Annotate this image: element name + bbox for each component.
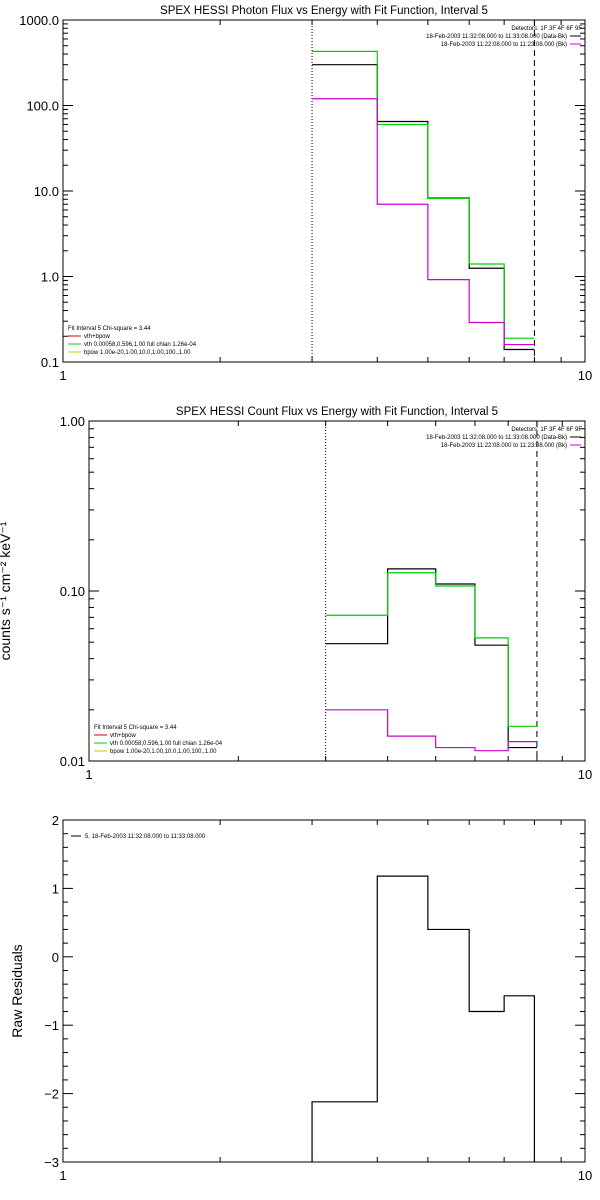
y-tick-label: −1 <box>44 1018 59 1033</box>
y-tick-label: 0.10 <box>60 584 85 599</box>
legend-entry: 5. 18-Feb-2003 11:32:08.000 to 11:33:08.… <box>85 834 206 840</box>
chart-panel-3: Raw Residuals 1 10 −3 −2 −1 0 1 2 5. 18-Feb-2003 … <box>9 813 592 1183</box>
chart-title: SPEX HESSI Count Flux vs Energy with Fit… <box>176 406 498 418</box>
series-line-1 <box>311 875 536 1162</box>
y-tick-label: 100.0 <box>26 99 59 114</box>
legend-entry: bpow 1.00e-20,1.00,10.0,1.00,100.,1.00 <box>110 749 217 755</box>
legend-entry: 18-Feb-2003 11:22:08.000 to 11:23:08.000… <box>441 443 567 449</box>
y-tick-label: 1 <box>52 881 59 896</box>
legend-entry: vth 0.00058,0.596,1.00 full chian 1.26e-… <box>110 741 223 747</box>
series-line-3 <box>312 98 535 346</box>
x-tick-label: 10 <box>578 1168 592 1183</box>
chart-title: SPEX HESSI Photon Flux vs Energy with Fi… <box>160 5 488 17</box>
x-tick-label: 1 <box>59 368 66 383</box>
chart-panel-2: SPEX HESSI Count Flux vs Energy with Fit… <box>0 406 592 782</box>
legend-entry: vth 0.00058,0.596,1.00 full chian 1.26e-… <box>84 342 197 348</box>
y-tick-label: 1.0 <box>41 270 59 285</box>
y-axis-label: counts s⁻¹ cm⁻² keV⁻¹ <box>0 521 13 660</box>
y-tick-label: 0 <box>52 950 59 965</box>
x-tick-label: 10 <box>578 767 592 782</box>
y-tick-label: 0.01 <box>60 754 85 769</box>
y-tick-label: 1.00 <box>60 414 85 429</box>
y-tick-label: −2 <box>44 1087 59 1102</box>
legend-entry: Detectors: 1F 3F 4F 6F 9F <box>511 26 582 32</box>
series-line-3 <box>325 709 537 752</box>
plot-frame <box>62 19 586 363</box>
y-axis-label: Raw Residuals <box>9 944 25 1037</box>
y-tick-label: 1000.0 <box>19 13 59 28</box>
series-line-2 <box>325 572 537 727</box>
legend-entry: bpow 1.00e-20,1.00,10.0,1.00,100.,1.00 <box>84 350 191 356</box>
legend-entry: Fit Interval 5 Chi-square = 3.44 <box>94 725 177 731</box>
legend-entry: 18-Feb-2003 11:32:08.000 to 11:33:08.000… <box>426 435 567 441</box>
legend-entry: Fit Interval 5 Chi-square = 3.44 <box>68 326 151 332</box>
chart-panel-1: SPEX HESSI Photon Flux vs Energy with Fi… <box>19 5 592 383</box>
series-line-1 <box>325 568 537 749</box>
y-tick-label: 2 <box>52 813 59 828</box>
y-tick-label: 0.1 <box>41 355 59 370</box>
x-tick-label: 1 <box>85 767 92 782</box>
x-tick-label: 10 <box>578 368 592 383</box>
y-tick-label: −3 <box>44 1155 59 1170</box>
legend-entry: 18-Feb-2003 11:22:08.000 to 11:23:08.000… <box>441 42 567 48</box>
legend-entry: vth+bpow <box>84 334 111 340</box>
plot-frame <box>62 819 586 1163</box>
legend-entry: vth+bpow <box>110 733 137 739</box>
legend-entry: Detectors: 1F 3F 4F 6F 9F <box>511 427 582 433</box>
series-line-1 <box>312 64 535 351</box>
x-tick-label: 1 <box>59 1168 66 1183</box>
legend-entry: 18-Feb-2003 11:32:08.000 to 11:33:08.000… <box>426 34 567 40</box>
y-tick-label: 10.0 <box>34 184 59 199</box>
series-line-2 <box>312 50 535 339</box>
